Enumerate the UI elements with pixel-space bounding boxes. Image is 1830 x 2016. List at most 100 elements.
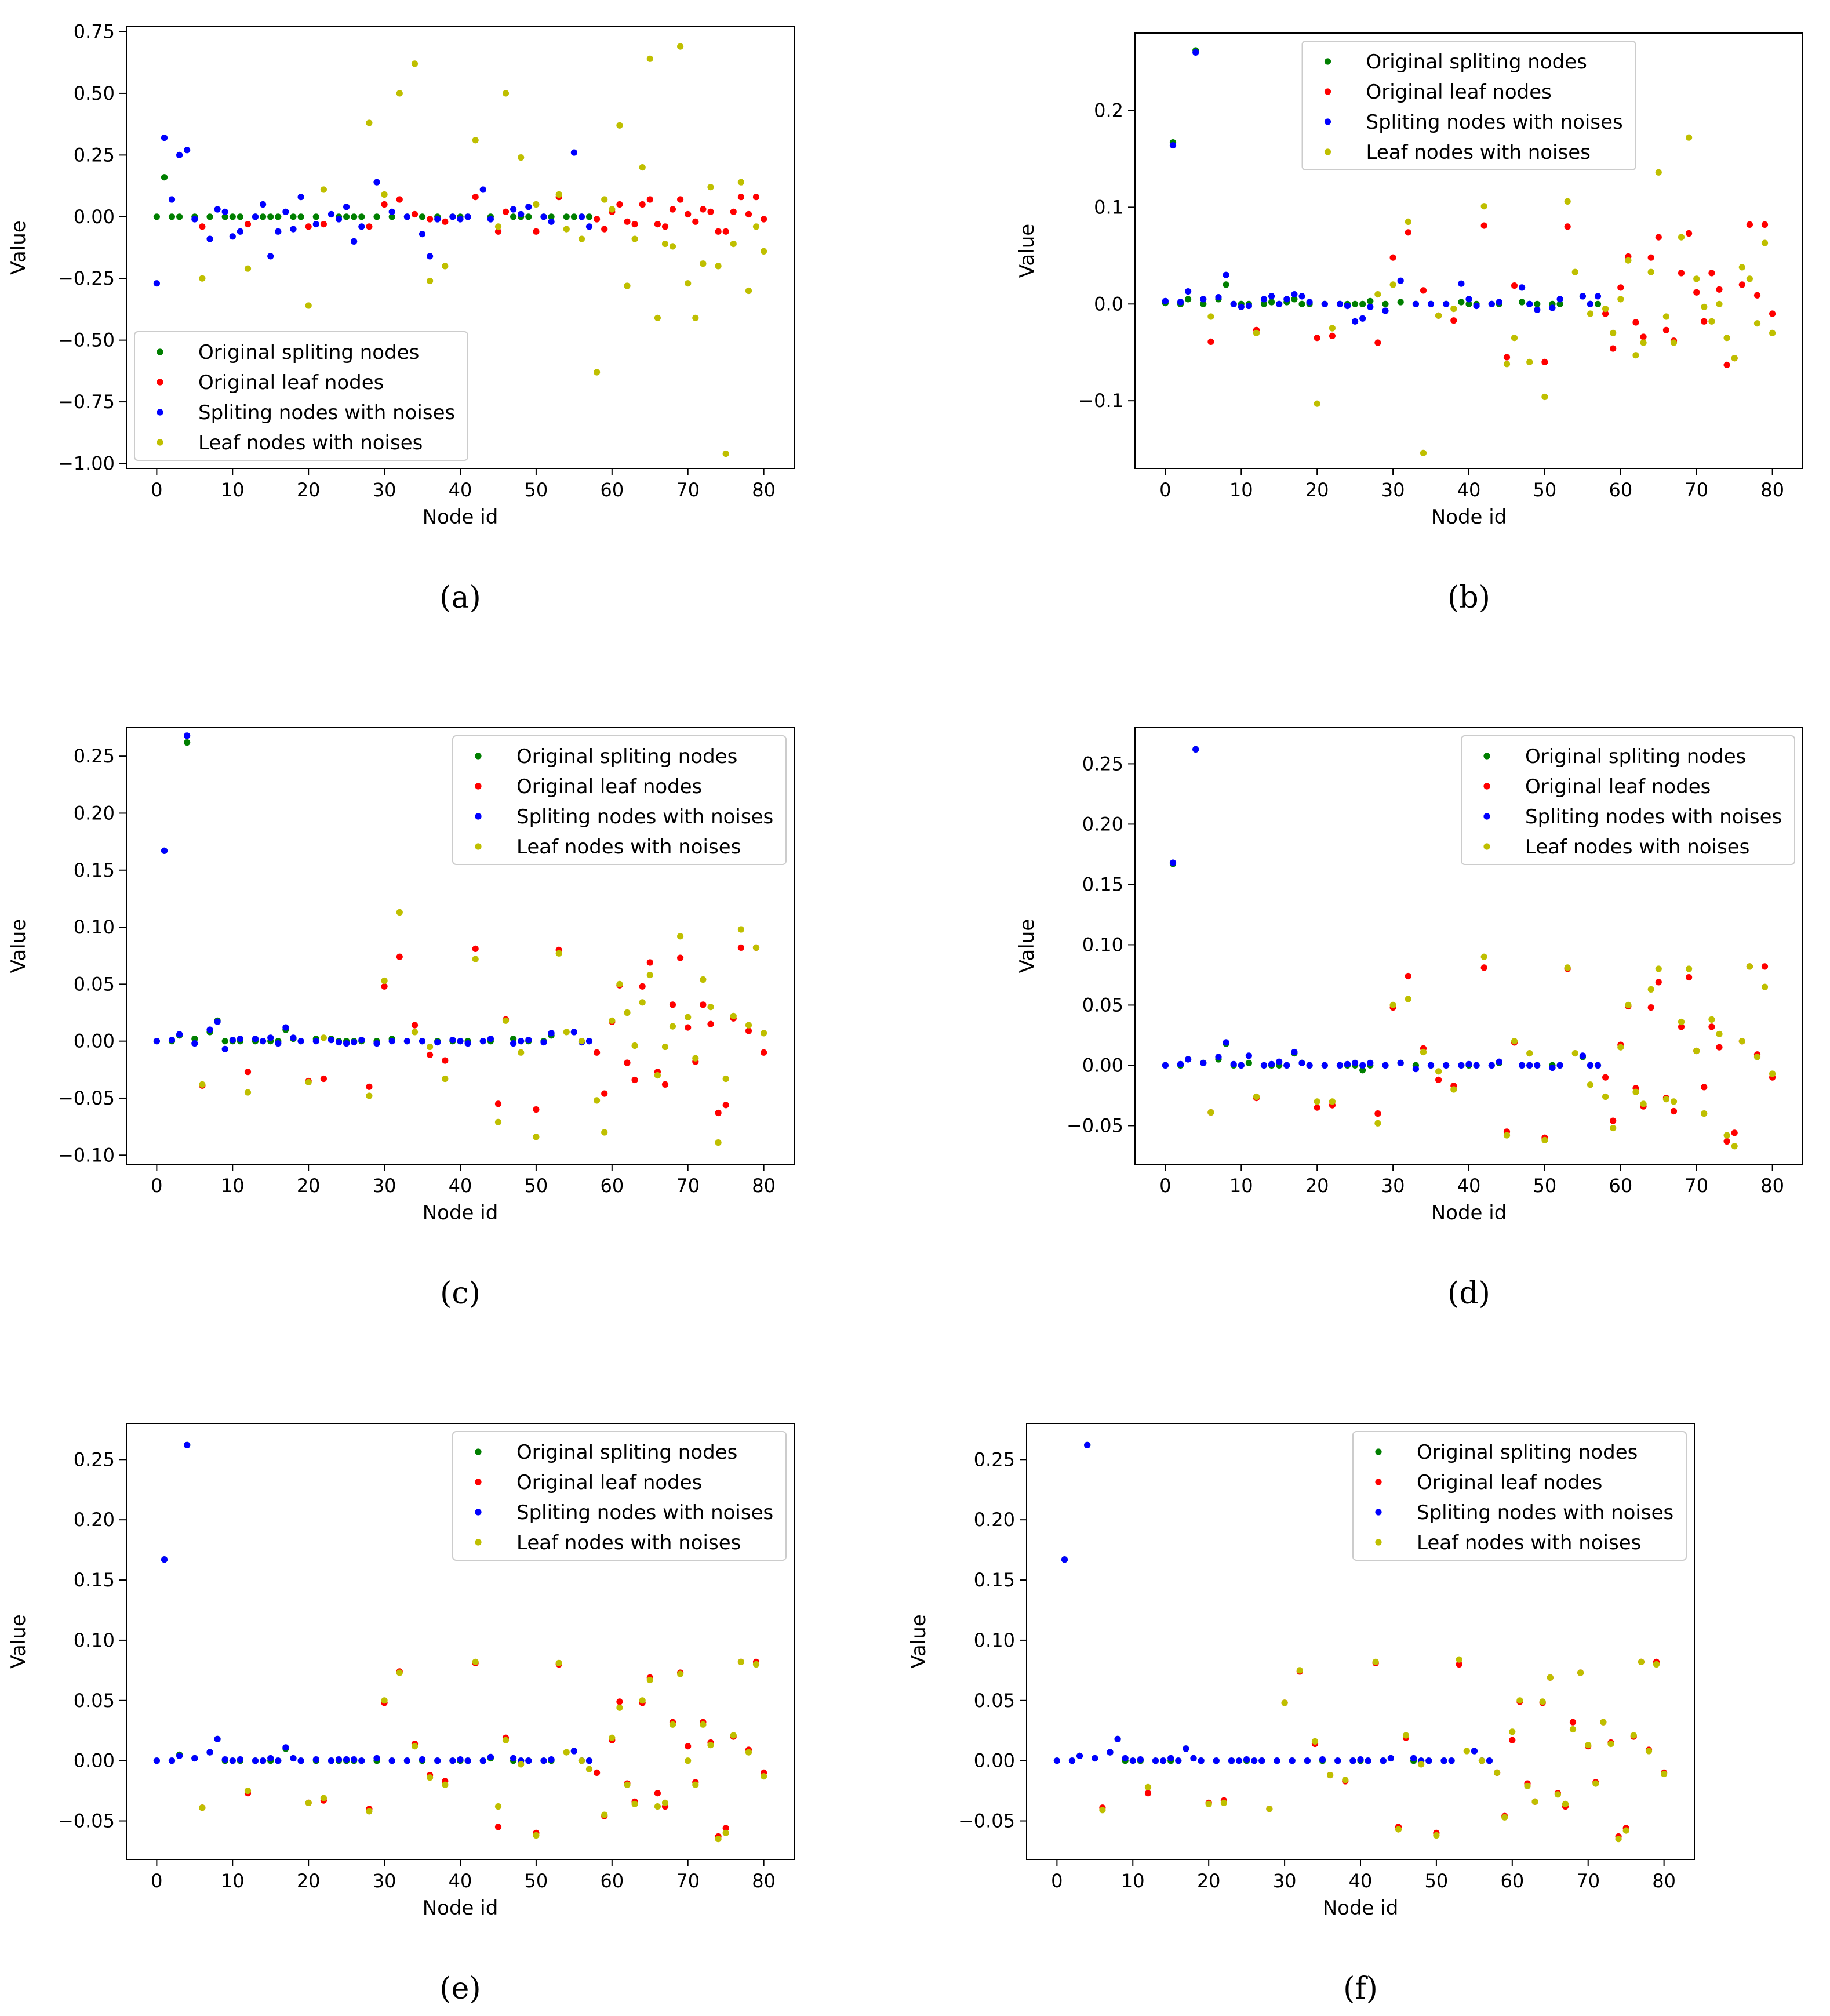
data-point (1617, 296, 1624, 303)
series-3 (1162, 49, 1602, 325)
legend-marker (1483, 783, 1490, 790)
data-point (1420, 287, 1427, 294)
x-tick-label: 70 (676, 1870, 700, 1892)
series-4 (199, 1658, 767, 1843)
data-point (464, 1757, 471, 1764)
data-point (737, 944, 744, 951)
series-4 (1207, 953, 1776, 1150)
data-point (601, 1090, 608, 1097)
legend-marker (1375, 1448, 1382, 1455)
data-point (1519, 284, 1526, 291)
x-tick-label: 0 (151, 1870, 162, 1892)
x-tick-label: 10 (221, 1175, 245, 1197)
data-point (153, 280, 160, 287)
y-tick-label: 0.25 (74, 144, 115, 166)
data-point (1274, 1757, 1280, 1764)
data-point (1511, 282, 1518, 289)
data-point (654, 1072, 661, 1079)
x-tick-label: 80 (1652, 1870, 1676, 1892)
data-point (1405, 996, 1411, 1002)
data-point (540, 213, 547, 220)
data-point (1092, 1755, 1098, 1762)
data-point (1192, 746, 1199, 753)
data-point (1397, 1059, 1404, 1066)
data-point (1587, 300, 1594, 307)
chart-panel-3: 0 10 20 30 40 50 60 70 80 −0.10 −0.05 0.00 0.05 0.10 0… (7, 727, 795, 1311)
y-tick-label: −0.25 (58, 267, 115, 289)
y-axis-title: Value (1016, 919, 1039, 973)
data-point (237, 228, 243, 235)
data-point (518, 1049, 525, 1056)
data-point (221, 208, 228, 215)
data-point (685, 1024, 692, 1031)
y-tick-label: 0.15 (974, 1569, 1015, 1591)
data-point (1678, 234, 1685, 241)
data-point (1306, 1062, 1313, 1069)
data-point (669, 1023, 676, 1030)
data-point (745, 1027, 752, 1034)
data-point (609, 1017, 616, 1024)
series-4 (199, 43, 767, 457)
data-point (358, 1037, 365, 1044)
y-tick-label: 0.0 (1094, 293, 1123, 315)
data-point (639, 999, 646, 1006)
data-point (578, 1038, 585, 1045)
data-point (548, 213, 555, 220)
legend-marker (1375, 1479, 1382, 1485)
data-point (388, 213, 395, 220)
data-point (685, 210, 692, 218)
data-point (594, 1049, 601, 1056)
data-point (494, 1100, 502, 1107)
data-point (1615, 1836, 1622, 1843)
legend: Original spliting nodes Original leaf nod… (1301, 41, 1636, 170)
x-tick-label: 20 (1305, 1175, 1329, 1197)
data-point (381, 983, 388, 990)
data-point (502, 1737, 510, 1743)
data-point (335, 1039, 343, 1046)
data-point (737, 1658, 744, 1665)
data-point (1746, 275, 1753, 282)
legend-marker (157, 348, 163, 355)
data-point (624, 1059, 631, 1066)
data-point (312, 1756, 319, 1763)
data-point (472, 137, 479, 144)
data-point (297, 213, 304, 220)
data-point (533, 228, 540, 235)
y-tick-label: −0.05 (58, 1087, 115, 1109)
data-point (1480, 222, 1487, 229)
data-point (184, 1441, 191, 1448)
data-point (555, 950, 562, 957)
x-tick-label: 40 (449, 1175, 472, 1197)
data-point (1298, 1059, 1305, 1066)
data-point (1412, 300, 1419, 307)
legend-marker (157, 439, 163, 446)
data-point (616, 1704, 623, 1711)
data-point (1610, 329, 1617, 337)
x-tick-label: 80 (752, 479, 776, 501)
data-point (1526, 300, 1533, 307)
data-point (1405, 972, 1411, 980)
data-point (1382, 300, 1389, 307)
data-point (722, 228, 729, 235)
data-point (184, 732, 191, 739)
data-point (1443, 1062, 1450, 1069)
data-point (752, 1661, 760, 1668)
data-point (328, 1037, 335, 1044)
data-point (1245, 303, 1252, 310)
data-point (1769, 1070, 1776, 1077)
data-point (1200, 1059, 1207, 1066)
data-point (244, 1788, 252, 1795)
data-point (1471, 1748, 1478, 1755)
data-point (1723, 1132, 1730, 1139)
data-point (221, 1045, 228, 1052)
data-point (1564, 198, 1571, 205)
data-point (631, 1800, 638, 1807)
data-point (1435, 1076, 1442, 1083)
data-point (761, 248, 767, 255)
data-point (1480, 964, 1487, 971)
x-axis-title: Node id (1431, 506, 1507, 529)
data-point (1670, 1107, 1678, 1115)
data-point (1534, 1062, 1541, 1069)
data-point (533, 1134, 540, 1140)
series-4 (1207, 134, 1776, 456)
